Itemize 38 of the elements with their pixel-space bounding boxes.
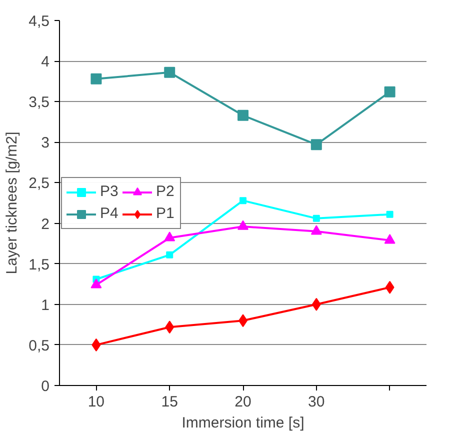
x-axis-title: Immersion time [s]	[182, 414, 304, 432]
point	[312, 298, 321, 311]
point	[385, 280, 394, 294]
y-tick-label: 3	[41, 134, 50, 152]
y-tick-label: 4	[41, 54, 50, 71]
point	[166, 251, 174, 258]
point	[310, 139, 322, 150]
point	[238, 110, 248, 121]
y-tick-label: 1	[41, 296, 50, 314]
y-tick-label: 1,5	[28, 256, 50, 274]
y-axis-title: Layer ticknees [g/m2]	[4, 132, 21, 274]
x-tick-label: 30	[308, 394, 325, 410]
x-tick-label: 10	[88, 394, 105, 410]
point	[238, 220, 248, 230]
point	[312, 214, 320, 222]
point	[384, 234, 396, 244]
point	[92, 338, 101, 352]
point	[165, 320, 174, 334]
y-tick-label: 4,5	[28, 13, 50, 30]
point	[164, 66, 176, 78]
point	[240, 197, 246, 204]
legend-label: P2	[156, 183, 176, 200]
x-tick-label: 20	[234, 394, 252, 410]
y-tick-label: 2	[41, 216, 50, 233]
x-tick-label: 15	[161, 394, 178, 410]
y-tick-label: 3,5	[28, 94, 50, 112]
point	[384, 86, 396, 98]
point	[386, 210, 394, 218]
point	[310, 225, 322, 235]
point	[90, 278, 102, 288]
y-tick-label: 0	[41, 378, 50, 395]
y-tick-label: 0,5	[28, 337, 50, 354]
point	[90, 73, 102, 84]
legend-label: P4	[100, 205, 120, 222]
legend-label: P1	[156, 205, 176, 222]
y-tick-label: 2,5	[28, 175, 50, 192]
point	[164, 232, 176, 242]
legend-label: P3	[100, 183, 120, 200]
